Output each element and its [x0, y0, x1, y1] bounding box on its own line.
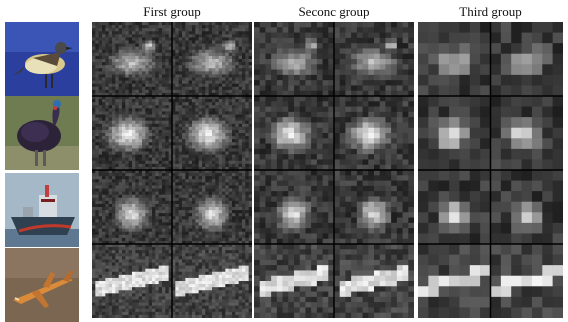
feature-map	[254, 170, 334, 244]
feature-map	[418, 244, 491, 318]
feature-map	[92, 96, 172, 170]
feature-map	[254, 244, 334, 318]
feature-map	[491, 96, 564, 170]
feature-map	[334, 170, 414, 244]
feature-map	[491, 22, 564, 96]
feature-map	[254, 96, 334, 170]
second-group-title: Seconc group	[254, 4, 414, 20]
feature-map	[92, 170, 172, 244]
feature-map	[172, 22, 252, 96]
feature-map	[418, 96, 491, 170]
third-group-title: Third group	[418, 4, 563, 20]
input-image-turkey	[5, 96, 79, 170]
third-group-maps	[418, 22, 563, 318]
input-image-bird	[5, 22, 79, 96]
feature-map	[334, 244, 414, 318]
feature-map	[418, 170, 491, 244]
first-group-title: First group	[92, 4, 252, 20]
feature-map	[491, 244, 564, 318]
feature-map	[92, 22, 172, 96]
input-image-airplane	[5, 248, 79, 322]
second-group-maps	[254, 22, 414, 318]
feature-map	[491, 170, 564, 244]
feature-map	[334, 22, 414, 96]
first-group-maps	[92, 22, 252, 318]
input-image-ship	[5, 173, 79, 247]
feature-map	[334, 96, 414, 170]
feature-map	[92, 244, 172, 318]
feature-map	[172, 244, 252, 318]
feature-map	[172, 170, 252, 244]
feature-map	[418, 22, 491, 96]
first-group-panel	[92, 22, 252, 318]
third-group-panel	[418, 22, 563, 318]
second-group-panel	[254, 22, 414, 318]
feature-map	[172, 96, 252, 170]
feature-map	[254, 22, 334, 96]
